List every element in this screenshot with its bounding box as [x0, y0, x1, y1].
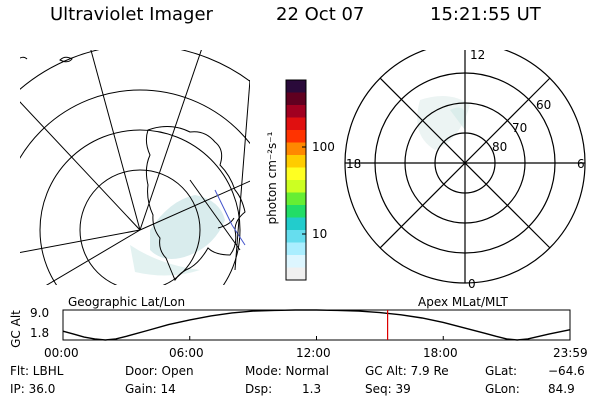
colorbar-band — [286, 180, 306, 193]
altitude-y-tick-1.8: 1.8 — [30, 326, 50, 340]
seq-info: Seq: 39 — [365, 382, 411, 396]
altitude-y-tick-9: 9.0 — [30, 306, 50, 320]
altitude-y-axis-label: GC Alt — [9, 310, 23, 348]
colorbar-band — [286, 242, 306, 256]
dsp-label: Dsp: — [245, 382, 273, 396]
gain-info: Gain: 14 — [125, 382, 176, 396]
dsp-value: 1.3 — [302, 382, 322, 396]
colorbar-band — [286, 167, 306, 181]
colorbar-band — [286, 155, 306, 168]
glat-value: −64.6 — [548, 364, 585, 378]
colorbar-band — [286, 230, 306, 243]
colorbar-band — [286, 142, 306, 156]
altitude-x-tick-1200: 12:00 — [296, 346, 331, 360]
polar-plot — [344, 50, 586, 284]
colorbar-tick-100: 100 — [312, 140, 335, 154]
mlt-label-6: 6 — [577, 157, 585, 171]
colorbar-band — [286, 130, 306, 143]
apex-panel-label: Apex MLat/MLT — [418, 295, 508, 309]
mlt-label-12: 12 — [470, 48, 486, 62]
time-label: 15:21:55 UT — [430, 4, 541, 25]
colorbar-band — [286, 205, 306, 218]
altitude-x-tick-1800: 18:00 — [423, 346, 458, 360]
instrument-title: Ultraviolet Imager — [50, 4, 213, 25]
glon-label: GLon: — [485, 382, 520, 396]
altitude-series-line — [62, 309, 570, 341]
mlat-label-80: 80 — [492, 140, 508, 154]
colorbar-tick-10: 10 — [312, 227, 328, 241]
mlat-label-70: 70 — [512, 121, 528, 135]
geographic-map — [20, 50, 250, 285]
filter-info: Flt: LBHL — [10, 364, 64, 378]
colorbar: 100 10 photon cm⁻²s⁻¹ — [262, 76, 342, 286]
colorbar-band — [286, 117, 306, 131]
colorbar-band — [286, 92, 306, 106]
mlt-label-0: 0 — [468, 277, 476, 291]
geo-panel-label: Geographic Lat/Lon — [68, 295, 186, 309]
glat-label: GLat: — [485, 364, 518, 378]
colorbar-band — [286, 80, 306, 93]
door-info: Door: Open — [125, 364, 194, 378]
altitude-x-tick-2359: 23:59 — [553, 346, 588, 360]
colorbar-band — [286, 267, 306, 281]
mlat-label-60: 60 — [536, 98, 552, 112]
altitude-chart: GC Alt 9.0 1.8 00:00 06:00 12:00 18:00 2… — [0, 292, 600, 362]
altitude-x-tick-0000: 00:00 — [44, 346, 79, 360]
colorbar-unit-label: photon cm⁻²s⁻¹ — [265, 131, 279, 225]
gc-alt-info: GC Alt: 7.9 Re — [365, 364, 449, 378]
altitude-x-tick-0600: 06:00 — [169, 346, 204, 360]
date-label: 22 Oct 07 — [276, 4, 365, 25]
mlt-label-18: 18 — [346, 157, 362, 171]
colorbar-band — [286, 192, 306, 206]
ip-info: IP: 36.0 — [10, 382, 56, 396]
header: Ultraviolet Imager 22 Oct 07 15:21:55 UT — [0, 4, 600, 30]
colorbar-band — [286, 105, 306, 118]
glon-value: 84.9 — [548, 382, 575, 396]
colorbar-band — [286, 217, 306, 231]
colorbar-band — [286, 255, 306, 268]
mode-info: Mode: Normal — [245, 364, 329, 378]
